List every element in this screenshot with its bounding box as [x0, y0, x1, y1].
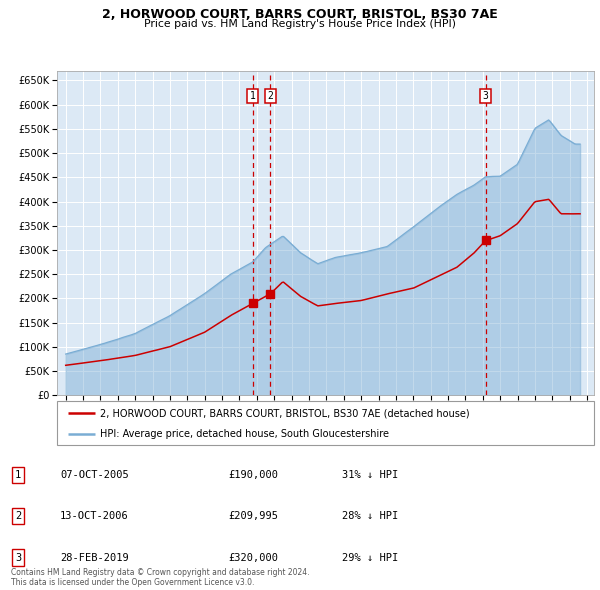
Text: 2, HORWOOD COURT, BARRS COURT, BRISTOL, BS30 7AE (detached house): 2, HORWOOD COURT, BARRS COURT, BRISTOL, …: [100, 408, 470, 418]
Text: 29% ↓ HPI: 29% ↓ HPI: [342, 553, 398, 562]
Text: 31% ↓ HPI: 31% ↓ HPI: [342, 470, 398, 480]
Text: 2: 2: [268, 91, 274, 101]
Text: Price paid vs. HM Land Registry's House Price Index (HPI): Price paid vs. HM Land Registry's House …: [144, 19, 456, 29]
Text: HPI: Average price, detached house, South Gloucestershire: HPI: Average price, detached house, Sout…: [100, 428, 389, 438]
Text: 28% ↓ HPI: 28% ↓ HPI: [342, 512, 398, 521]
Text: 1: 1: [15, 470, 21, 480]
Text: 3: 3: [15, 553, 21, 562]
Text: £320,000: £320,000: [228, 553, 278, 562]
Text: £209,995: £209,995: [228, 512, 278, 521]
Text: 13-OCT-2006: 13-OCT-2006: [60, 512, 129, 521]
Text: 2: 2: [15, 512, 21, 521]
Text: 07-OCT-2005: 07-OCT-2005: [60, 470, 129, 480]
Text: 28-FEB-2019: 28-FEB-2019: [60, 553, 129, 562]
Text: 3: 3: [482, 91, 488, 101]
Text: 2, HORWOOD COURT, BARRS COURT, BRISTOL, BS30 7AE: 2, HORWOOD COURT, BARRS COURT, BRISTOL, …: [102, 8, 498, 21]
Text: 1: 1: [250, 91, 256, 101]
Text: £190,000: £190,000: [228, 470, 278, 480]
FancyBboxPatch shape: [57, 401, 594, 445]
Text: Contains HM Land Registry data © Crown copyright and database right 2024.
This d: Contains HM Land Registry data © Crown c…: [11, 568, 310, 587]
